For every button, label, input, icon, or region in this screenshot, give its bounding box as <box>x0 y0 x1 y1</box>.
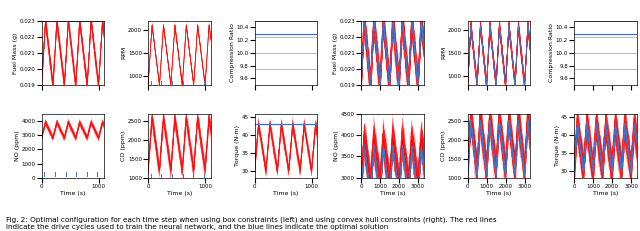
Y-axis label: Fuel Mass (g): Fuel Mass (g) <box>13 32 18 73</box>
Text: Fig. 2: Optimal configuration for each time step when using box constraints (lef: Fig. 2: Optimal configuration for each t… <box>6 216 497 230</box>
X-axis label: Time (s): Time (s) <box>167 191 192 195</box>
X-axis label: Time (s): Time (s) <box>273 191 299 195</box>
X-axis label: Time (s): Time (s) <box>60 191 86 195</box>
X-axis label: Time (s): Time (s) <box>486 191 511 195</box>
Y-axis label: RPM: RPM <box>122 46 127 59</box>
Y-axis label: CO (ppm): CO (ppm) <box>441 131 446 161</box>
Y-axis label: CO (ppm): CO (ppm) <box>122 131 127 161</box>
Y-axis label: Compression Ratio: Compression Ratio <box>549 23 554 82</box>
X-axis label: Time (s): Time (s) <box>593 191 618 195</box>
Y-axis label: Compression Ratio: Compression Ratio <box>230 23 235 82</box>
Y-axis label: RPM: RPM <box>441 46 446 59</box>
Y-axis label: NO (ppm): NO (ppm) <box>335 131 339 161</box>
Y-axis label: Torque (N-m): Torque (N-m) <box>235 125 240 166</box>
Y-axis label: Fuel Mass (g): Fuel Mass (g) <box>333 32 338 73</box>
Y-axis label: NO (ppm): NO (ppm) <box>15 131 20 161</box>
X-axis label: Time (s): Time (s) <box>380 191 405 195</box>
Y-axis label: Torque (N-m): Torque (N-m) <box>554 125 559 166</box>
